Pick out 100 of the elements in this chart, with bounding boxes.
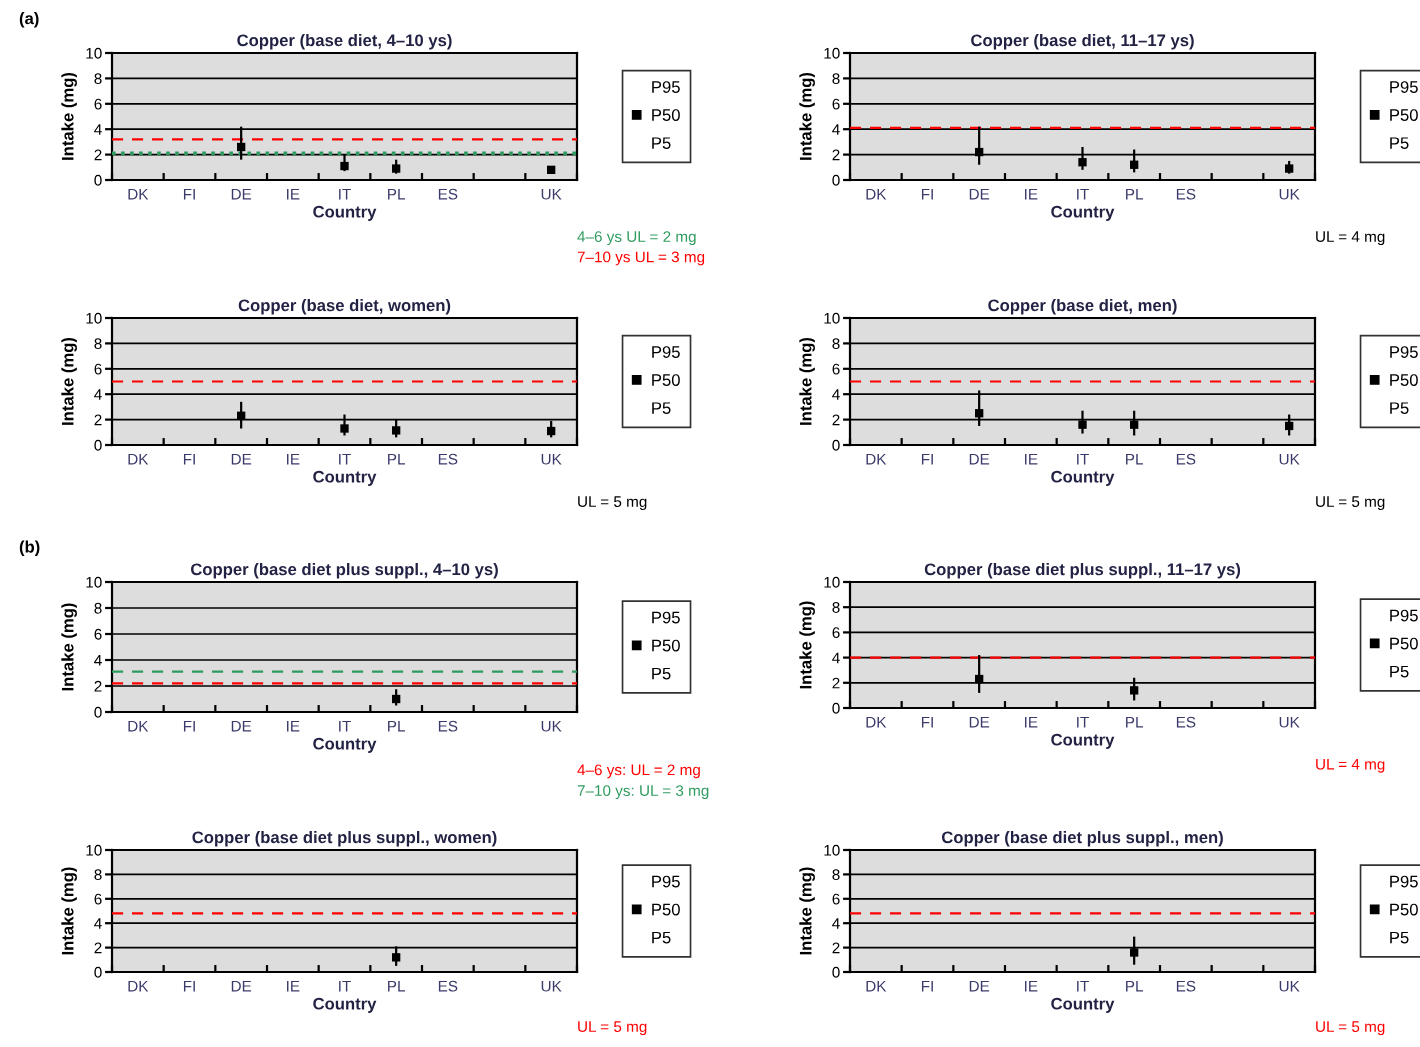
y-tick-label: 0 xyxy=(832,966,840,978)
point xyxy=(975,147,984,157)
point xyxy=(1078,158,1087,167)
x-tick-label: IE xyxy=(287,720,300,732)
point xyxy=(1285,421,1294,431)
y-tick-label: 0 xyxy=(94,966,102,978)
y-tick-label: 6 xyxy=(94,628,102,640)
legend-label: P50 xyxy=(1390,109,1418,121)
x-tick-label: FI xyxy=(183,980,195,992)
x-tick-label: PL xyxy=(388,188,405,200)
x-tick-label: PL xyxy=(1126,188,1143,200)
chart-title: Copper (base diet plus suppl., 11–17 ys) xyxy=(924,562,1241,579)
x-tick-label: FI xyxy=(183,720,195,732)
legend-label: P50 xyxy=(652,903,680,916)
y-tick-label: 4 xyxy=(94,918,102,929)
point xyxy=(237,411,246,420)
text: P5 xyxy=(1390,931,1409,944)
y-tick-label: 8 xyxy=(832,869,840,881)
y-tick-label: 10 xyxy=(86,47,102,59)
x-tick-label: DK xyxy=(128,980,149,992)
x-tick-label: ES xyxy=(1176,716,1196,728)
x-tick-label: ES xyxy=(438,980,458,992)
y-tick-label: 10 xyxy=(824,844,840,856)
ref-line-label: UL = 4 mg xyxy=(1316,758,1385,773)
y-tick-label: 2 xyxy=(94,680,102,692)
y-tick-label: 0 xyxy=(832,702,840,714)
x-axis-title: Country xyxy=(1051,997,1115,1013)
y-tick-label: 0 xyxy=(832,439,840,451)
y-tick-label: 2 xyxy=(94,149,102,161)
point xyxy=(340,424,349,433)
x-tick-label: DK xyxy=(128,188,149,200)
y-tick-label: 2 xyxy=(94,942,102,954)
point xyxy=(392,164,401,173)
x-tick-label: IT xyxy=(339,188,351,200)
y-axis-title: Intake (mg) xyxy=(61,603,77,691)
x-tick-label: IT xyxy=(1077,716,1089,728)
legend-label: P50 xyxy=(1390,903,1418,916)
text: P95 xyxy=(1390,875,1418,888)
x-tick-label: FI xyxy=(921,188,933,200)
chart-title: Copper (base diet plus suppl., men) xyxy=(941,830,1223,847)
x-tick-label: ES xyxy=(1176,453,1196,465)
y-axis-title: Intake (mg) xyxy=(799,72,815,160)
y-tick-label: 2 xyxy=(832,149,840,161)
ref-line-label: 4–6 ys UL = 2 mg xyxy=(577,231,696,246)
x-axis-title: Country xyxy=(1051,470,1115,486)
text: P95 xyxy=(1390,346,1418,358)
ref-line-label: UL = 5 mg xyxy=(1316,1021,1385,1036)
point xyxy=(340,161,349,171)
x-tick-label: DK xyxy=(866,980,887,992)
x-axis-title: Country xyxy=(313,205,377,221)
x-tick-label: FI xyxy=(921,716,933,728)
point xyxy=(1130,420,1139,429)
point xyxy=(547,426,556,436)
point xyxy=(1130,160,1139,169)
x-tick-label: FI xyxy=(921,980,933,992)
y-axis-title: Intake (mg) xyxy=(61,867,77,955)
y-tick-label: 8 xyxy=(94,602,102,614)
x-tick-label: IE xyxy=(287,188,300,200)
point xyxy=(1285,164,1294,173)
y-tick-label: 4 xyxy=(832,124,840,135)
text: (a) xyxy=(19,12,39,28)
text: P5 xyxy=(652,667,671,680)
y-tick-label: 10 xyxy=(824,47,840,59)
y-tick-label: 8 xyxy=(94,73,102,85)
chart-title: Copper (base diet, men) xyxy=(988,298,1177,315)
y-tick-label: 6 xyxy=(832,627,840,639)
y-axis-title: Intake (mg) xyxy=(61,337,77,425)
text: P5 xyxy=(652,402,671,415)
text: UL = 5 mg xyxy=(1316,496,1385,511)
chart-title: Copper (base diet, 11–17 ys) xyxy=(971,33,1194,50)
x-axis-title: Country xyxy=(313,470,377,486)
y-tick-label: 0 xyxy=(94,706,102,718)
x-tick-label: DK xyxy=(128,720,149,732)
x-tick-label: IE xyxy=(1025,453,1038,465)
y-tick-label: 0 xyxy=(94,439,102,451)
x-tick-label: ES xyxy=(1176,188,1196,200)
x-tick-label: UK xyxy=(1279,453,1300,465)
x-tick-label: IE xyxy=(287,980,300,992)
x-tick-label: IT xyxy=(339,720,351,732)
y-tick-label: 4 xyxy=(832,652,840,664)
x-tick-label: PL xyxy=(1126,980,1143,992)
y-tick-label: 4 xyxy=(94,124,102,135)
text: P5 xyxy=(1390,665,1409,678)
text: P95 xyxy=(652,346,680,358)
text: P5 xyxy=(652,137,671,150)
text: P95 xyxy=(1390,81,1418,93)
x-tick-label: IT xyxy=(1077,453,1089,465)
x-tick-label: PL xyxy=(1126,716,1143,728)
text: UL = 5 mg xyxy=(578,496,647,511)
ref-line-label: 7–10 ys: UL = 3 mg xyxy=(577,785,709,800)
point xyxy=(237,142,246,152)
y-tick-label: 6 xyxy=(94,363,102,375)
y-axis-title: Intake (mg) xyxy=(61,72,77,160)
y-axis-title: Intake (mg) xyxy=(799,601,815,689)
text: UL = 4 mg xyxy=(1316,231,1385,246)
y-axis-title: Intake (mg) xyxy=(799,337,815,425)
y-tick-label: 10 xyxy=(86,312,102,324)
y-tick-label: 6 xyxy=(832,363,840,375)
x-tick-label: DE xyxy=(969,188,990,200)
x-tick-label: UK xyxy=(1279,980,1300,992)
